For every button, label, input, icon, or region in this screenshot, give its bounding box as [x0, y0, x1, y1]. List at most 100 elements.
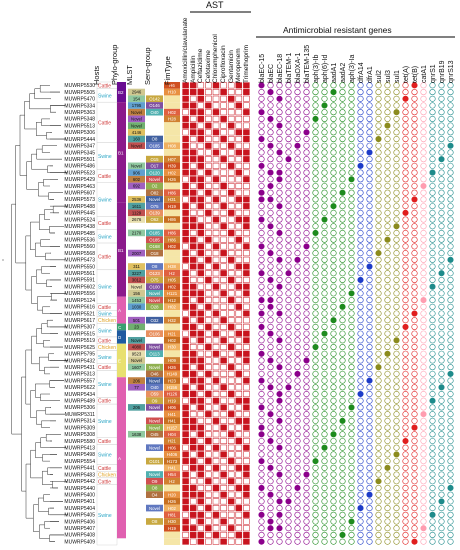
- amr-gene-marker: [267, 182, 274, 190]
- ast-cell: [182, 538, 189, 545]
- amr-gene-marker: [375, 444, 382, 451]
- amr-gene-marker: [357, 337, 364, 344]
- amr-gene-marker: [447, 223, 454, 230]
- amr-gene-marker: [303, 484, 310, 492]
- ast-cell: [182, 102, 189, 109]
- amr-gene-marker: [294, 357, 301, 364]
- amr-gene-marker: [438, 357, 445, 364]
- amr-gene-marker: [294, 297, 301, 304]
- ast-cell: [220, 122, 227, 129]
- amr-gene-marker: [429, 203, 436, 210]
- amr-gene-marker: [330, 297, 337, 304]
- fim-cell: [164, 209, 180, 217]
- sero-cell: [146, 189, 163, 197]
- sero-cell: [146, 370, 163, 378]
- ast-cell: [205, 491, 212, 498]
- amr-gene-marker: [303, 216, 310, 223]
- ast-cell: [243, 525, 250, 532]
- amr-gene-marker: [285, 203, 292, 210]
- amr-gene-marker: [267, 424, 274, 431]
- amr-gene-marker: [375, 310, 382, 317]
- amr-gene-marker: [294, 417, 301, 424]
- ast-cell: [205, 431, 212, 438]
- fim-cell: [164, 296, 180, 304]
- amr-gene-marker: [384, 303, 391, 310]
- amr-gene-header: blaEC-18: [276, 53, 284, 83]
- sero-cell: [146, 444, 163, 452]
- amr-gene-marker: [330, 89, 337, 96]
- amr-gene-marker: [384, 223, 391, 230]
- ast-cell: [197, 491, 205, 498]
- amr-gene-marker: [285, 511, 292, 518]
- ast-cell: [227, 203, 235, 210]
- sero-label: O9: [152, 479, 158, 484]
- ast-cell: [212, 95, 220, 102]
- fim-cell: [164, 202, 180, 210]
- ast-cell: [243, 411, 250, 418]
- amr-gene-marker: [294, 303, 301, 310]
- amr-gene-marker: [402, 317, 409, 324]
- ast-cell: [243, 437, 250, 444]
- amr-gene-marker: [294, 484, 301, 492]
- sero-label: O185: [149, 143, 160, 148]
- amr-gene-marker: [303, 162, 310, 169]
- sample-label: MUWRP5501: [64, 157, 95, 163]
- amr-gene-marker: [285, 417, 292, 424]
- amr-gene-marker: [438, 82, 445, 89]
- amr-gene-marker: [447, 437, 454, 445]
- amr-gene-marker: [366, 411, 373, 418]
- amr-gene-marker: [285, 142, 292, 149]
- amr-gene-marker: [312, 310, 319, 317]
- ast-cell: [205, 424, 212, 431]
- amr-gene-marker: [258, 377, 265, 384]
- amr-gene-marker: [411, 216, 418, 223]
- amr-gene-marker: [267, 377, 274, 384]
- ast-cell: [189, 303, 197, 310]
- amr-gene-marker: [384, 122, 391, 129]
- ast-cell: [212, 189, 220, 196]
- amr-gene-marker: [420, 451, 427, 458]
- fim-cell: [164, 243, 180, 250]
- amr-gene-marker: [420, 122, 427, 129]
- ast-cell: [197, 370, 205, 377]
- amr-gene-marker: [267, 431, 274, 438]
- amr-gene-marker: [393, 297, 400, 304]
- amr-gene-marker: [312, 444, 319, 451]
- amr-gene-marker: [447, 397, 454, 404]
- ast-cell: [189, 384, 197, 391]
- amr-gene-marker: [339, 370, 346, 377]
- amr-gene-marker: [267, 505, 274, 512]
- ast-cell: [220, 484, 227, 491]
- amr-gene-marker: [285, 350, 292, 357]
- ast-cell: [212, 270, 220, 277]
- amr-gene-marker: [339, 384, 346, 391]
- ast-cell: [205, 283, 212, 290]
- ast-cell: [205, 404, 212, 411]
- amr-gene-marker: [402, 89, 409, 96]
- ast-cell: [243, 115, 250, 122]
- amr-gene-marker: [375, 337, 382, 344]
- mlst-cell: [128, 169, 145, 176]
- mlst-cell: [128, 491, 145, 499]
- ast-cell: [182, 89, 189, 96]
- amr-gene-marker: [402, 223, 409, 230]
- amr-gene-marker: [348, 518, 355, 525]
- sample-label: MUWRP5470: [64, 97, 95, 103]
- amr-gene-marker: [420, 142, 427, 149]
- amr-gene-marker: [303, 491, 310, 498]
- ast-cell: [227, 323, 235, 330]
- amr-gene-marker: [258, 303, 265, 310]
- amr-gene-marker: [276, 109, 283, 116]
- fim-cell: [164, 236, 180, 244]
- amr-gene-header: blaOXA-1: [294, 52, 302, 83]
- ast-cell: [212, 391, 220, 398]
- amr-gene-marker: [429, 196, 436, 203]
- sero-label: O40: [150, 385, 159, 390]
- amr-gene-marker: [357, 223, 364, 230]
- fim-cell: [164, 115, 180, 123]
- amr-gene-marker: [285, 82, 292, 89]
- amr-gene-marker: [285, 263, 292, 270]
- ast-cell: [243, 391, 250, 398]
- amr-gene-marker: [294, 498, 301, 505]
- fim-label: H21: [168, 331, 176, 336]
